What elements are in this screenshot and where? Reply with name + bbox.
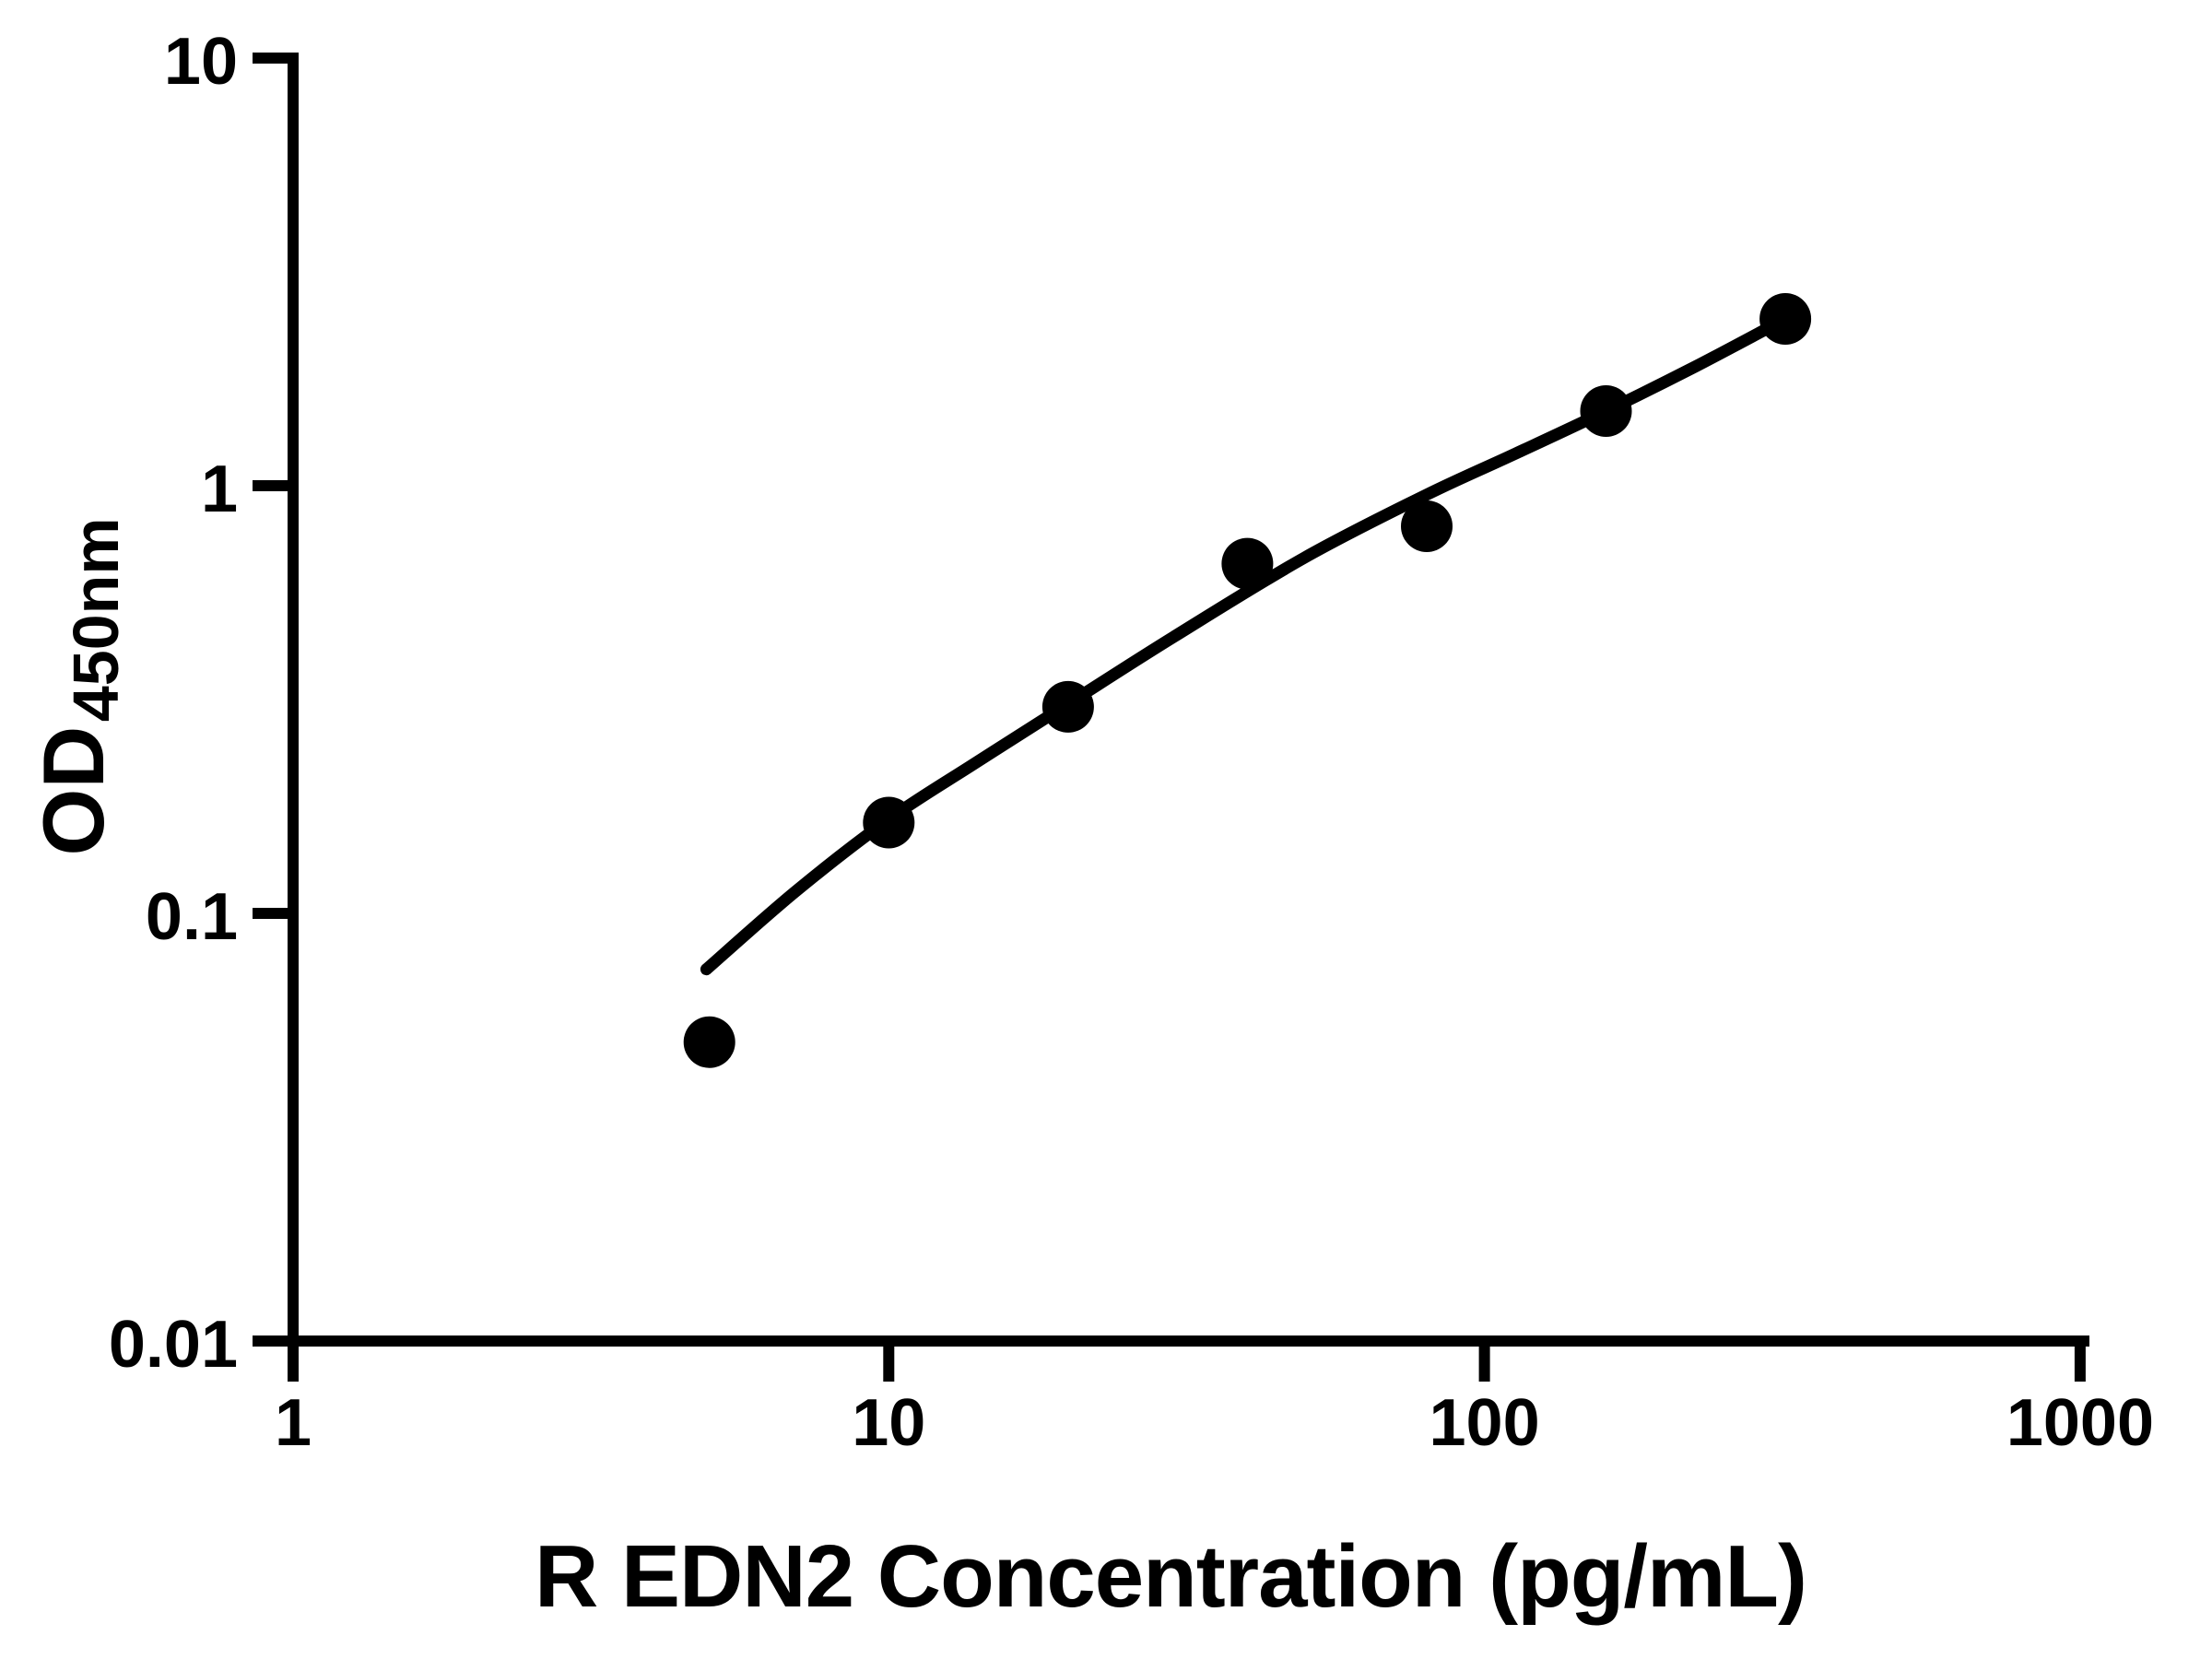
x-tick-label: 1 [275, 1386, 312, 1460]
x-tick [883, 1347, 895, 1382]
x-axis-title: R EDN2 Concentration (pg/mL) [535, 1527, 1806, 1626]
data-point [1401, 500, 1453, 552]
data-point [1041, 680, 1094, 733]
data-point [1221, 537, 1274, 590]
data-point [1759, 293, 1812, 345]
y-tick-label: 10 [164, 25, 238, 99]
y-tick [253, 908, 288, 919]
data-point [1580, 385, 1632, 437]
y-tick [253, 480, 288, 491]
x-tick-label: 1000 [2006, 1386, 2154, 1460]
axes-group: 1 10 100 1000 10 1 0.1 0.01 [109, 25, 2154, 1460]
y-tick [253, 1335, 288, 1347]
x-tick [2074, 1347, 2086, 1382]
x-axis-line [255, 1335, 2089, 1347]
x-tick [1478, 1347, 1490, 1382]
data-point [683, 1016, 735, 1068]
y-tick-label: 0.1 [146, 880, 238, 954]
data-point [863, 796, 915, 849]
y-tick-label: 0.01 [109, 1308, 238, 1382]
y-axis-title-sub: 450nm [60, 517, 132, 722]
y-axis-title: OD 450nm [25, 517, 132, 855]
y-tick [253, 53, 288, 64]
y-tick-label: 1 [201, 453, 238, 526]
y-axis-title-main: OD [25, 726, 122, 856]
y-axis-line [288, 53, 299, 1381]
points-group [683, 293, 1812, 1068]
x-tick [288, 1347, 299, 1382]
x-tick-label: 10 [852, 1386, 925, 1460]
x-tick-label: 100 [1430, 1386, 1540, 1460]
